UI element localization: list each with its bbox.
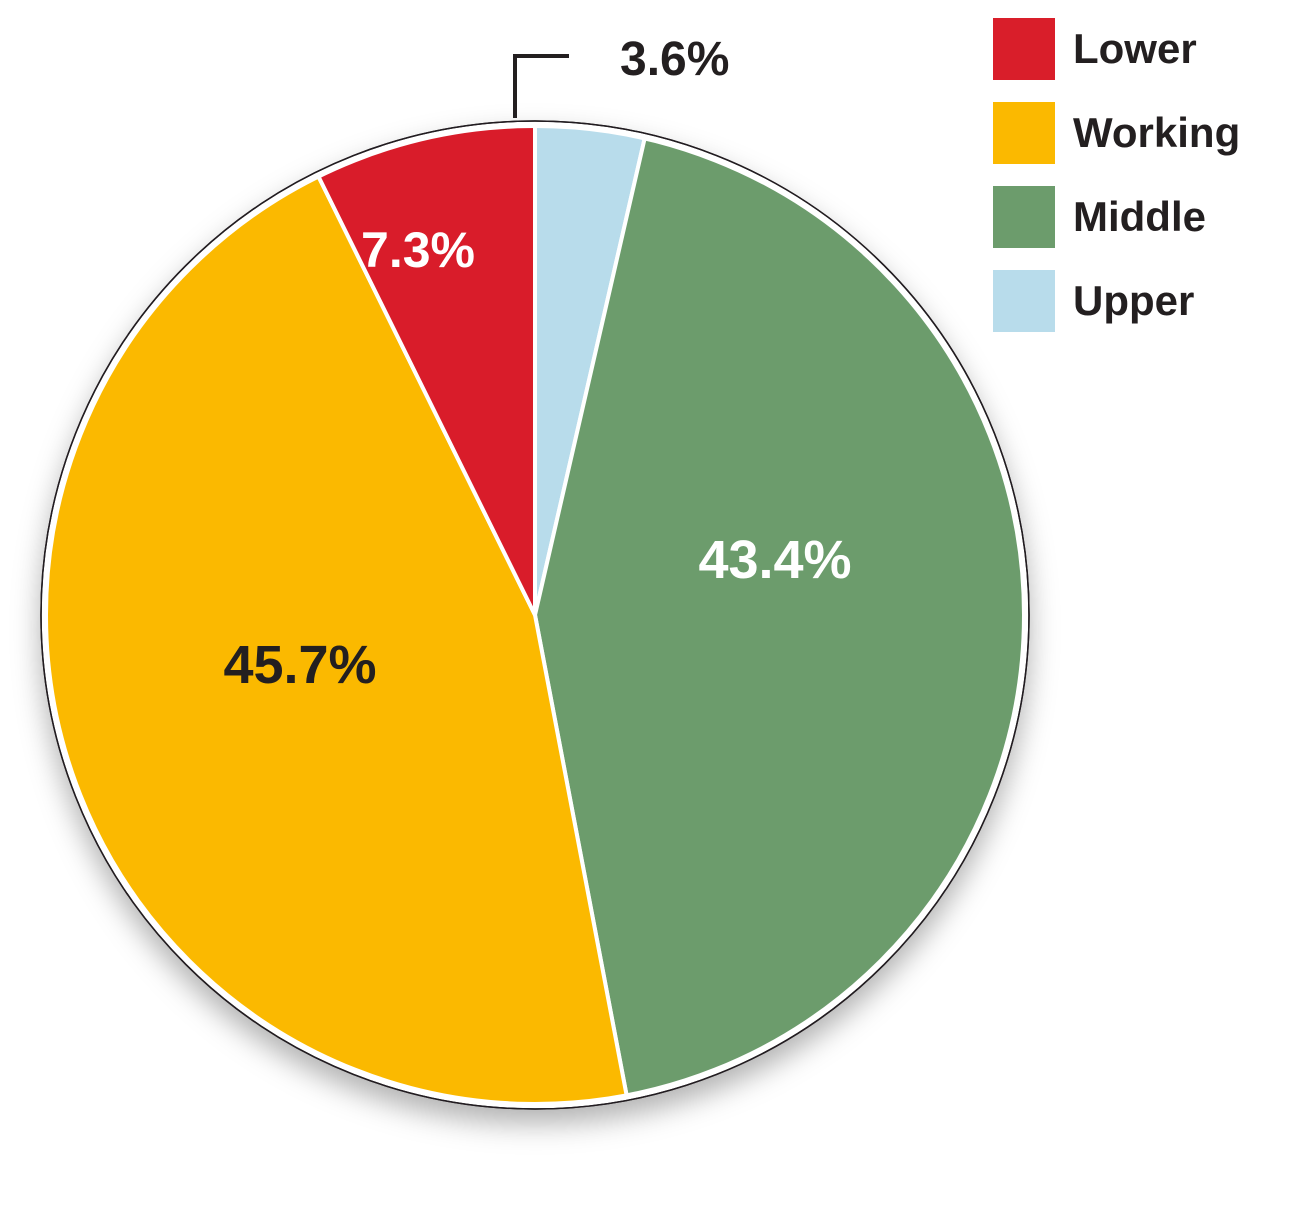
legend-swatch bbox=[993, 18, 1055, 80]
legend-item-middle: Middle bbox=[993, 186, 1240, 248]
callout-leader-upper bbox=[515, 56, 567, 116]
legend-item-working: Working bbox=[993, 102, 1240, 164]
slice-label-working: 45.7% bbox=[223, 634, 376, 696]
legend-swatch bbox=[993, 270, 1055, 332]
legend-label: Upper bbox=[1073, 270, 1194, 322]
legend-swatch bbox=[993, 102, 1055, 164]
legend-label: Working bbox=[1073, 102, 1240, 154]
legend-label: Lower bbox=[1073, 18, 1197, 70]
legend: Lower Working Middle Upper bbox=[993, 18, 1240, 354]
slice-label-middle: 43.4% bbox=[698, 529, 851, 591]
legend-item-lower: Lower bbox=[993, 18, 1240, 80]
pie-chart-container: Lower Working Middle Upper 3.6% 43.4% 45.7% 7.… bbox=[0, 0, 1308, 1207]
legend-swatch bbox=[993, 186, 1055, 248]
slice-label-upper: 3.6% bbox=[620, 32, 729, 87]
legend-item-upper: Upper bbox=[993, 270, 1240, 332]
slice-label-lower: 7.3% bbox=[361, 221, 475, 279]
legend-label: Middle bbox=[1073, 186, 1206, 238]
